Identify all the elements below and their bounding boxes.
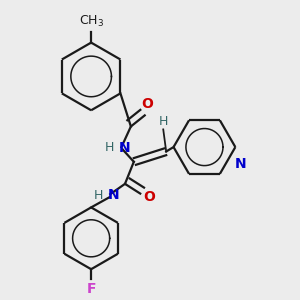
Text: H: H bbox=[94, 188, 103, 202]
Text: H: H bbox=[159, 115, 168, 128]
Text: CH$_3$: CH$_3$ bbox=[79, 14, 104, 29]
Text: N: N bbox=[118, 141, 130, 155]
Text: O: O bbox=[141, 97, 153, 111]
Text: F: F bbox=[86, 282, 96, 296]
Text: O: O bbox=[143, 190, 155, 203]
Text: N: N bbox=[107, 188, 119, 202]
Text: H: H bbox=[104, 142, 114, 154]
Text: N: N bbox=[235, 157, 246, 171]
